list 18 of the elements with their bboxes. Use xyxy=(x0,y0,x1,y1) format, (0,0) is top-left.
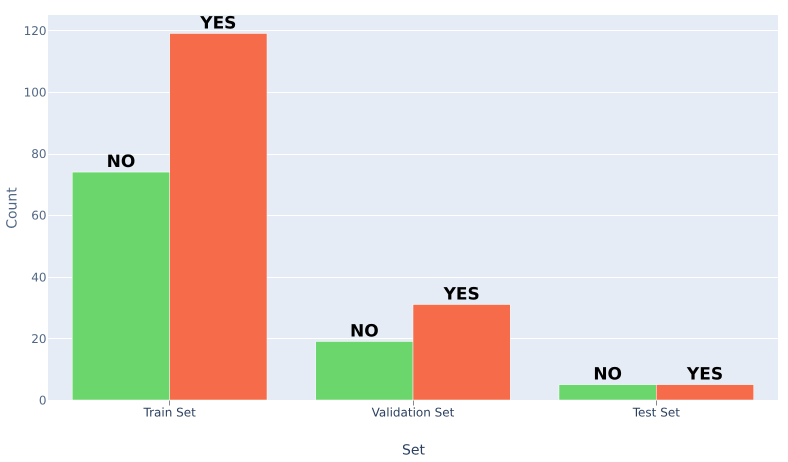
text: NO xyxy=(593,364,622,385)
y-tick-label: 0 xyxy=(38,394,46,408)
series-label: NO xyxy=(106,152,136,172)
text: YES xyxy=(444,284,480,305)
y-tick-label: 120 xyxy=(24,24,46,38)
y-tick-label: 60 xyxy=(31,208,46,223)
x-tick-label: Validation Set xyxy=(372,406,455,420)
y-tick-label: 80 xyxy=(31,147,46,162)
y-tick-label: 20 xyxy=(31,332,46,346)
y-tick-label: 100 xyxy=(24,86,46,100)
y-axis-title: Count xyxy=(4,186,21,229)
text: YES xyxy=(686,364,724,385)
text: NO xyxy=(350,321,379,342)
x-tick-label: Train Set xyxy=(142,406,196,420)
series-label: YES xyxy=(199,13,236,34)
x-axis-title: Set xyxy=(402,442,426,458)
x-tick-label: Test Set xyxy=(632,406,680,420)
y-tick-label: 40 xyxy=(31,270,46,284)
